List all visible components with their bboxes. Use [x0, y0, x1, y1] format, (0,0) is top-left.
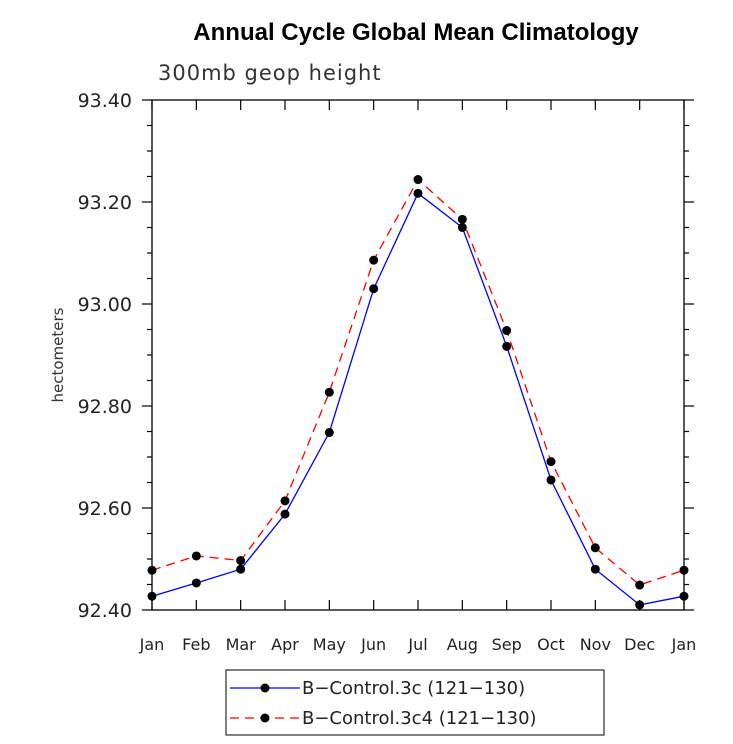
- data-point-series-2: [191, 551, 201, 561]
- legend-label-series-2: B−Control.3c4 (121−130): [302, 708, 537, 729]
- data-point-series-1: [457, 223, 467, 232]
- series-points: [147, 175, 689, 610]
- series-line-1: [151, 192, 685, 606]
- data-point-series-1: [280, 509, 290, 519]
- y-tick-labels: 92.40 92.60 92.80 93.00 93.20 93.40: [78, 90, 132, 622]
- data-point-series-1: [324, 428, 334, 438]
- data-point-series-1: [679, 591, 689, 601]
- x-tick-label: Nov: [580, 635, 611, 654]
- data-point-series-2: [147, 565, 157, 575]
- data-point-series-1: [635, 600, 645, 610]
- data-point-series-1: [546, 475, 556, 485]
- legend-marker-series-1: [260, 683, 270, 693]
- x-tick-label: Feb: [182, 635, 210, 654]
- data-point-series-1: [369, 284, 379, 294]
- data-point-series-2: [635, 580, 645, 590]
- data-point-series-1: [147, 591, 157, 601]
- y-tick-label: 92.60: [78, 498, 132, 520]
- data-point-series-1: [236, 564, 246, 574]
- x-tick-label: Jan: [671, 635, 697, 654]
- chart-title: Annual Cycle Global Mean Climatology: [193, 19, 639, 46]
- x-tick-label: Mar: [226, 635, 257, 654]
- legend: B−Control.3c (121−130) B−Control.3c4 (12…: [225, 669, 605, 736]
- x-tick-labels: Jan Feb Mar Apr May Jun Jul Aug Sep Oct Nov Dec Jan: [139, 635, 697, 654]
- chart-subtitle: 300mb geop height: [158, 61, 382, 85]
- x-tick-label: Aug: [447, 635, 478, 654]
- data-point-series-1: [413, 188, 423, 198]
- data-point-series-2: [679, 565, 689, 575]
- series-line-2: [151, 178, 685, 586]
- series-lines: [151, 178, 685, 606]
- x-tick-label: Sep: [492, 635, 522, 654]
- data-point-series-1: [590, 564, 600, 574]
- x-tick-label: Jul: [407, 635, 427, 654]
- data-point-series-2: [457, 214, 467, 224]
- x-tick-label: Oct: [537, 635, 565, 654]
- axis-ticks: [142, 99, 694, 611]
- y-tick-label: 92.40: [78, 600, 132, 622]
- x-tick-label: Jun: [360, 635, 386, 654]
- x-tick-label: Dec: [624, 635, 655, 654]
- data-point-series-2: [502, 326, 512, 336]
- data-point-series-1: [502, 341, 512, 351]
- data-point-series-2: [413, 175, 423, 185]
- x-tick-label: Apr: [271, 635, 299, 654]
- y-axis-label: hectometers: [49, 307, 67, 402]
- y-tick-label: 92.80: [78, 396, 132, 418]
- x-tick-label: May: [313, 635, 346, 654]
- data-point-series-2: [236, 556, 246, 566]
- y-tick-label: 93.40: [78, 90, 132, 112]
- legend-label-series-1: B−Control.3c (121−130): [302, 678, 525, 699]
- legend-box: [225, 669, 605, 736]
- data-point-series-2: [590, 543, 600, 553]
- x-tick-label: Jan: [139, 635, 165, 654]
- data-point-series-2: [546, 457, 556, 467]
- data-point-series-2: [369, 255, 379, 265]
- y-tick-label: 93.00: [78, 294, 132, 316]
- legend-marker-series-2: [260, 713, 270, 723]
- y-tick-label: 93.20: [78, 192, 132, 214]
- data-point-series-1: [191, 578, 201, 588]
- data-point-series-2: [324, 387, 334, 397]
- data-point-series-2: [280, 496, 290, 506]
